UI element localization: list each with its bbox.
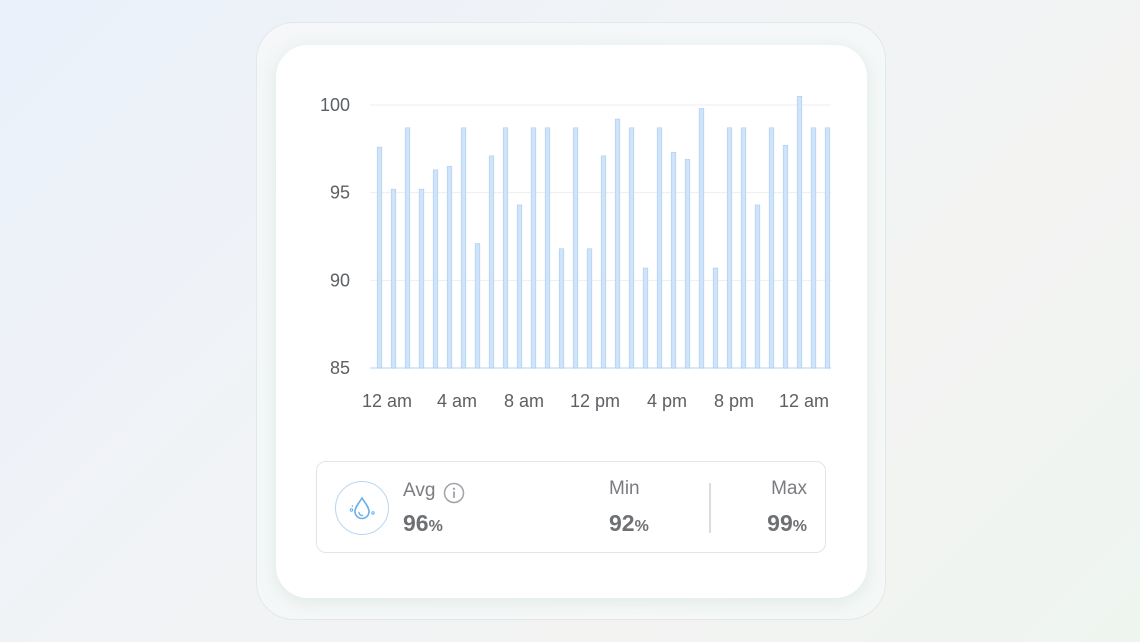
- bar: [670, 152, 677, 369]
- bar: [586, 248, 593, 369]
- bar: [376, 146, 383, 369]
- bar: [726, 127, 733, 369]
- bar: [642, 267, 649, 369]
- x-tick-label: 8 pm: [714, 391, 754, 411]
- y-tick-label: 90: [330, 270, 350, 290]
- min-label: Min: [609, 478, 640, 499]
- stats-panel: Avg 96% Min 92% Max 99%: [316, 461, 826, 553]
- bar: [488, 155, 495, 369]
- bar-chart: 100 95 90 85 12 am 4 am 8 am 12 pm 4 pm 8 pm 12 am: [320, 95, 831, 411]
- oxygen-card: 100 95 90 85 12 am 4 am 8 am 12 pm 4 pm 8 pm 12 am…: [276, 45, 867, 598]
- bar: [782, 145, 789, 369]
- bar: [502, 127, 509, 369]
- avg-value: 96%: [403, 510, 443, 536]
- bar: [810, 127, 817, 369]
- bar: [572, 127, 579, 369]
- bar: [432, 169, 439, 369]
- bar: [390, 188, 397, 369]
- max-value: 99%: [767, 510, 807, 536]
- water-drop-icon: [335, 481, 389, 535]
- bar: [474, 243, 481, 369]
- bar: [558, 248, 565, 369]
- bar: [600, 155, 607, 369]
- x-tick-label: 12 am: [779, 391, 829, 411]
- bar: [754, 204, 761, 369]
- info-icon[interactable]: [443, 482, 465, 509]
- bar: [446, 166, 453, 369]
- bar: [418, 188, 425, 369]
- bar: [516, 204, 523, 369]
- x-tick-label: 4 pm: [647, 391, 687, 411]
- bar: [796, 95, 803, 369]
- x-tick-label: 4 am: [437, 391, 477, 411]
- min-value: 92%: [609, 510, 649, 536]
- stats-divider: [709, 483, 711, 533]
- bar: [614, 118, 621, 369]
- bar: [740, 127, 747, 369]
- y-tick-label: 95: [330, 183, 350, 203]
- bar: [824, 127, 831, 369]
- y-tick-label: 85: [330, 358, 350, 378]
- bar: [460, 127, 467, 369]
- x-tick-label: 8 am: [504, 391, 544, 411]
- y-tick-label: 100: [320, 95, 350, 115]
- bar: [656, 127, 663, 369]
- x-tick-label: 12 pm: [570, 391, 620, 411]
- bar: [404, 127, 411, 369]
- bar: [530, 127, 537, 369]
- x-tick-label: 12 am: [362, 391, 412, 411]
- bar: [628, 127, 635, 369]
- bar: [698, 108, 705, 369]
- avg-label: Avg: [403, 480, 436, 501]
- bar: [684, 159, 691, 369]
- bar: [768, 127, 775, 369]
- bar: [544, 127, 551, 369]
- max-label: Max: [771, 478, 807, 499]
- bar: [712, 267, 719, 369]
